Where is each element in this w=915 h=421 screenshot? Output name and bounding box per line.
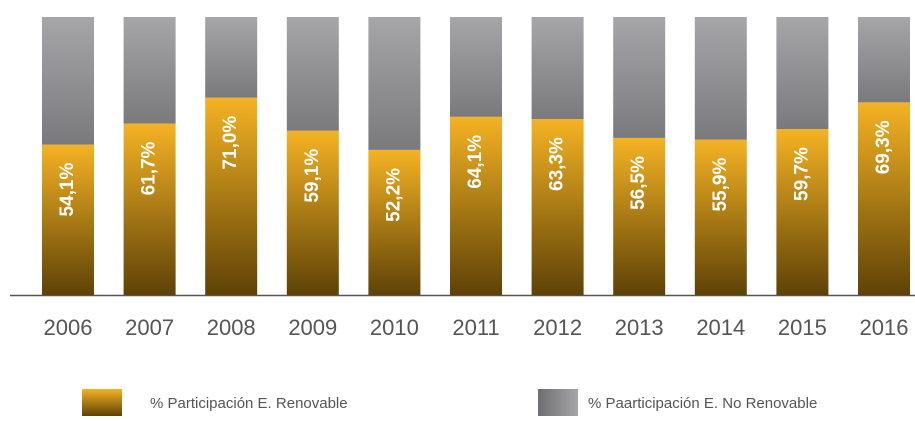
bar-segment [858,102,910,295]
x-tick-label: 2011 [452,315,499,340]
bar-segment [776,17,829,130]
x-tick-label: 2013 [615,315,664,340]
x-tick-label: 2016 [860,315,909,340]
value-label: 56,5% [628,156,649,210]
x-tick-label: 2008 [207,315,256,340]
legend-label: % Participación E. Renovable [150,395,348,412]
bar-segment [613,137,666,295]
bar-segment [123,123,176,295]
bar-segment [613,17,666,138]
value-label: 71,0% [220,116,241,170]
x-tick-label: 2015 [778,315,827,340]
bar-segment [286,17,339,131]
value-label: 52,2% [383,168,404,222]
legend-swatch [538,389,578,416]
x-tick-label: 2009 [288,315,337,340]
value-label: 63,3% [547,137,568,191]
bar-segment [450,17,502,117]
bar-segment [368,17,421,150]
bar-segment [205,97,258,296]
bar-segment [531,119,584,295]
value-label: 69,3% [873,120,894,174]
bar-segment [531,17,584,120]
bar-segment [123,17,176,124]
value-label: 64,1% [465,135,486,189]
bar-segment [286,130,339,295]
bar-segment [42,144,94,295]
value-label: 59,7% [791,147,812,201]
legend-swatch [82,389,122,416]
value-label: 54,1% [57,163,78,217]
bar-segment [776,129,829,295]
x-tick-label: 2007 [125,315,174,340]
value-label: 59,1% [302,149,323,203]
bar-segment [368,149,421,295]
bar-segment [42,17,94,145]
bar-segment [694,139,747,295]
bar-segment [450,116,502,295]
bar-segment [205,17,258,98]
bar-segment [858,17,910,103]
x-tick-label: 2012 [533,315,582,340]
x-tick-label: 2010 [370,315,419,340]
legend-label: % Paarticipación E. No Renovable [588,395,817,412]
value-label: 61,7% [139,141,160,195]
x-tick-label: 2014 [696,315,745,340]
x-tick-label: 2006 [44,315,93,340]
value-label: 55,9% [710,158,731,212]
bar-segment [694,17,747,140]
